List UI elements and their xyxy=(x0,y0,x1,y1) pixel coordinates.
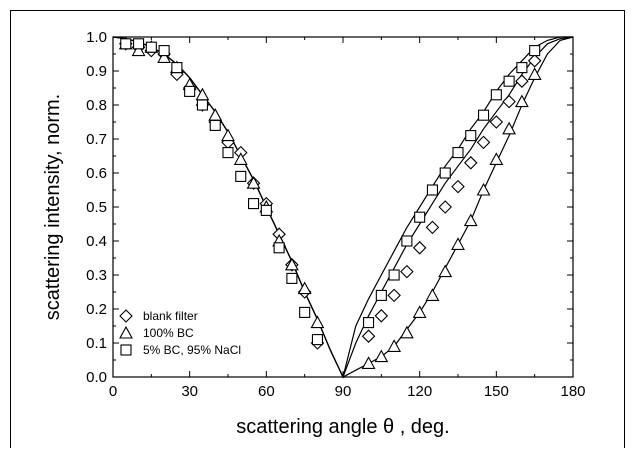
x-tick-label: 150 xyxy=(484,383,509,400)
legend-label: 5% BC, 95% NaCl xyxy=(143,343,241,357)
diamond-data-point xyxy=(361,329,376,343)
triangle-data-point xyxy=(195,87,210,101)
triangle-data-point xyxy=(514,94,529,108)
diamond-data-point xyxy=(425,220,440,235)
square-data-point xyxy=(196,99,208,111)
legend-marker-triangle xyxy=(119,325,133,339)
square-data-point xyxy=(184,85,196,97)
square-data-point xyxy=(209,119,221,131)
triangle-data-point xyxy=(489,152,504,165)
x-tick-label: 120 xyxy=(407,383,432,400)
y-tick-label: 1.0 xyxy=(86,29,107,46)
square-data-point xyxy=(388,269,400,281)
diamond-data-point xyxy=(412,241,427,255)
figure-frame xyxy=(10,10,625,448)
square-data-point xyxy=(158,45,170,57)
square-data-point xyxy=(516,62,528,74)
triangle-data-point xyxy=(246,176,261,189)
triangle-data-point xyxy=(412,305,427,318)
legend-label: blank filter xyxy=(143,309,198,323)
square-data-point xyxy=(490,89,502,101)
triangle-data-point xyxy=(463,213,478,227)
triangle-data-point xyxy=(131,43,146,57)
diamond-data-point xyxy=(515,74,529,88)
legend-marker-diamond xyxy=(119,309,133,323)
triangle-data-point xyxy=(399,325,414,339)
triangle-data-point xyxy=(284,257,299,271)
square-data-point xyxy=(426,184,438,196)
legend: blank filter 100% BC 5% BC, 95% NaCl xyxy=(119,309,241,357)
square-data-point xyxy=(478,109,490,121)
y-tick-label: 0.6 xyxy=(86,165,107,182)
y-tick-label: 0.4 xyxy=(86,233,107,250)
y-tick-label: 0.5 xyxy=(86,199,107,216)
square-data-point xyxy=(171,62,183,74)
x-tick-label: 30 xyxy=(181,383,198,400)
y-tick-label: 0.7 xyxy=(86,131,107,148)
triangle-data-point xyxy=(425,288,440,301)
diamond-data-point xyxy=(527,54,542,68)
triangle-data-point xyxy=(221,128,235,142)
triangle-data-point xyxy=(527,67,542,80)
square-data-point xyxy=(248,198,260,210)
square-data-point xyxy=(235,170,247,182)
square-data-point xyxy=(222,147,234,159)
square-data-point xyxy=(133,38,145,50)
triangle-data-point xyxy=(438,264,453,278)
triangle-data-point xyxy=(387,339,402,352)
y-tick-label: 0.2 xyxy=(86,301,107,318)
square-data-point xyxy=(299,306,311,318)
y-tick-label: 0.1 xyxy=(86,335,107,352)
square-data-point xyxy=(465,130,477,142)
triangle-data-point xyxy=(157,50,172,63)
x-tick-label: 60 xyxy=(258,383,275,400)
diamond-data-point xyxy=(374,309,389,323)
square-data-point xyxy=(120,38,132,50)
y-tick-label: 0.9 xyxy=(86,63,107,80)
square-data-point xyxy=(363,317,375,329)
diamond-data-point xyxy=(400,264,414,279)
diamond-data-point xyxy=(438,200,453,214)
square-data-point xyxy=(452,147,464,159)
diamond-data-point xyxy=(489,115,504,129)
triangle-data-point xyxy=(476,182,491,196)
diamond-data-point xyxy=(502,94,516,109)
square-data-point xyxy=(286,272,298,284)
y-tick-label: 0.3 xyxy=(86,267,107,284)
x-tick-label: 180 xyxy=(560,383,585,400)
triangle-data-point xyxy=(361,356,376,369)
y-axis-title: scattering intensity, norm. xyxy=(42,94,64,320)
square-data-point xyxy=(401,235,413,247)
x-tick-label: 0 xyxy=(109,383,117,400)
diamond-data-point xyxy=(451,179,465,194)
x-axis-title: scattering angle θ , deg. xyxy=(236,416,449,438)
triangle-data-point xyxy=(233,152,248,165)
square-data-point xyxy=(311,334,323,346)
square-data-point xyxy=(414,211,426,223)
square-data-point xyxy=(260,204,272,216)
diamond-data-point xyxy=(387,288,401,303)
square-data-point xyxy=(529,45,541,57)
triangle-data-point xyxy=(208,108,223,121)
x-tick-label: 90 xyxy=(335,383,352,400)
y-tick-label: 0.0 xyxy=(86,369,107,386)
diamond-data-point xyxy=(476,135,491,150)
triangle-data-point xyxy=(297,281,312,295)
triangle-data-point xyxy=(502,121,517,135)
square-data-point xyxy=(273,242,285,254)
triangle-data-point xyxy=(310,315,325,329)
diamond-data-point xyxy=(463,156,478,170)
legend-label: 100% BC xyxy=(143,326,194,340)
square-data-point xyxy=(145,41,157,53)
y-tick-label: 0.8 xyxy=(86,97,107,114)
square-data-point xyxy=(503,75,515,87)
square-data-point xyxy=(375,289,387,301)
legend-marker-square xyxy=(120,344,132,356)
triangle-data-point xyxy=(374,349,389,363)
square-data-point xyxy=(439,167,451,179)
triangle-data-point xyxy=(451,237,465,250)
